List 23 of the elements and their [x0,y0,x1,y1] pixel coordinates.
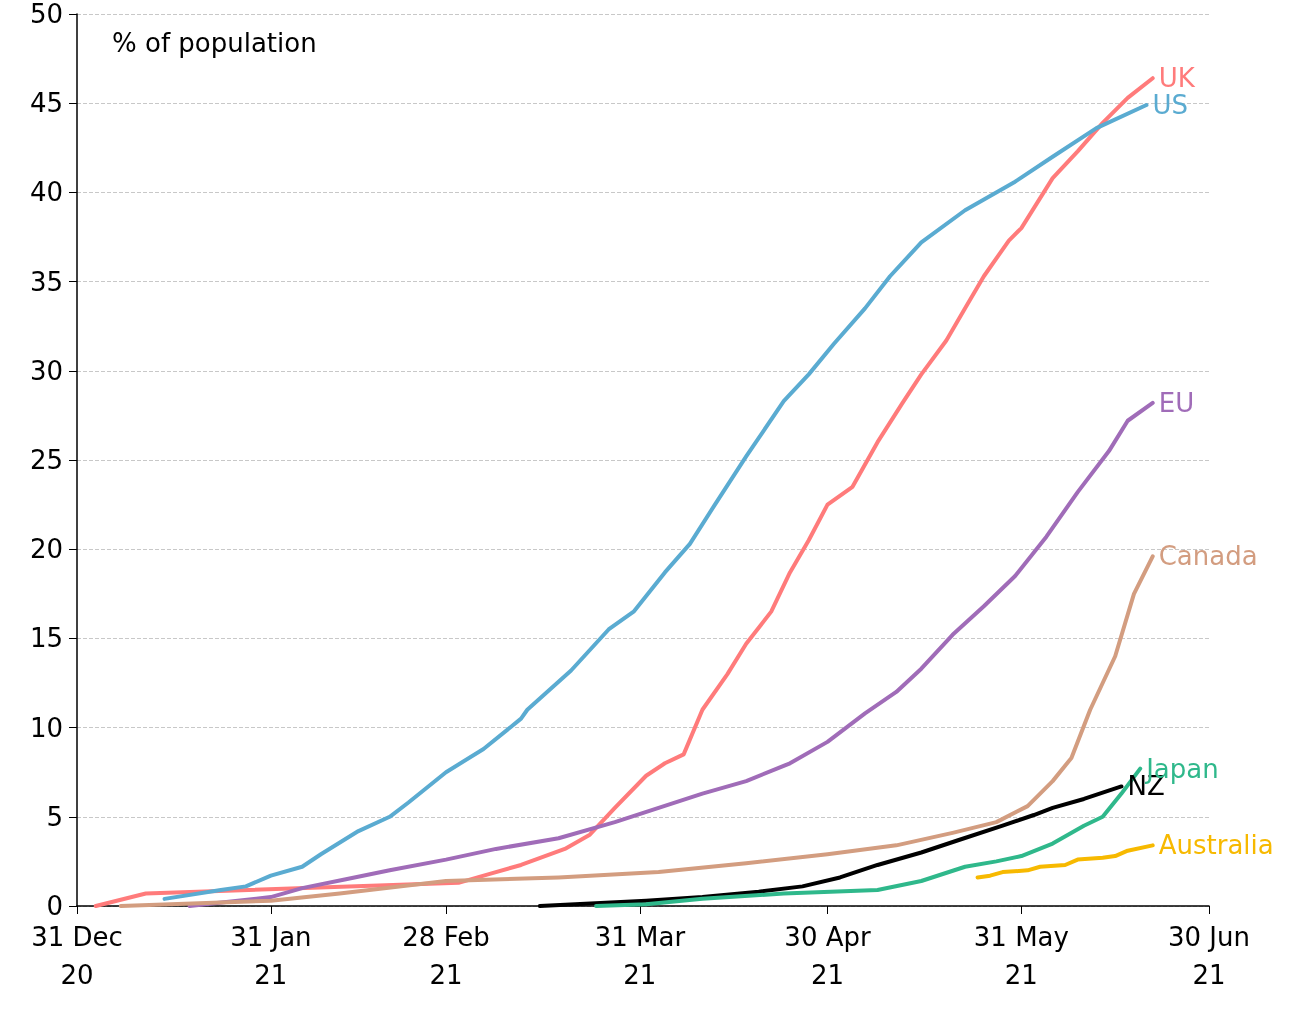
x-tick-label: 31 Jan 21 [230,922,312,990]
y-tick-label: 45 [29,88,63,119]
y-tick-label: 30 [29,355,63,386]
series-label: Australia [1158,830,1274,861]
y-tick-label: 5 [46,801,63,832]
x-tick-label: 28 Feb 21 [402,922,490,990]
y-tick-label: 10 [29,712,63,743]
y-tick-label: 15 [29,623,63,654]
x-tick-label: 31 Mar 21 [594,922,686,990]
x-tick-label: 30 Apr 21 [784,922,871,990]
y-tick-label: 25 [29,445,63,475]
series-label: Canada [1158,541,1258,572]
x-tick-label: 31 Dec 20 [31,922,123,990]
y-tick-label: 40 [29,177,63,208]
series-label: EU [1158,387,1195,418]
y-tick-label: 50 [29,0,63,29]
x-tick-label: 31 May 21 [973,922,1069,990]
y-tick-label: 0 [46,891,63,921]
y-tick-label: 20 [29,534,63,565]
x-tick-label: 30 Jun 21 [1168,922,1250,990]
line-series [975,843,1155,880]
y-axis-title: % of population [112,28,317,58]
y-tick-label: 35 [29,266,63,297]
